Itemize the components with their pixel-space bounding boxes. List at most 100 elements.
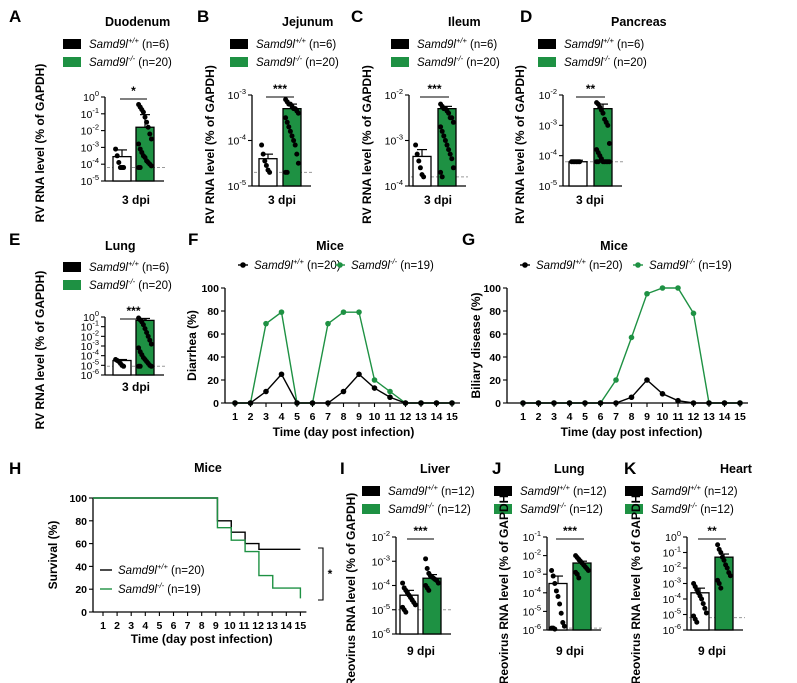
data-point-ko — [449, 156, 455, 162]
x-axis-label: 3 dpi — [122, 380, 150, 394]
x-tick-label: 13 — [703, 411, 715, 423]
significance-label: *** — [273, 82, 287, 96]
panel-f: F Mice Samd9l+/+ (n=20) Samd9l-/- (n=19) 0 20… — [185, 230, 460, 439]
series-line-ko — [523, 287, 740, 404]
data-point-ko — [585, 567, 591, 573]
y-tick-label: 10-1 — [81, 106, 99, 121]
data-point-ko — [325, 320, 331, 327]
data-point-wt — [413, 142, 419, 148]
y-tick-label: 100 — [483, 283, 501, 295]
significance-label: ** — [586, 82, 596, 96]
y-axis-label: Reovirus RNA level (% of GAPDH) — [629, 491, 643, 683]
data-point-wt — [628, 394, 635, 401]
x-axis-label: Time (day post infection) — [131, 632, 273, 646]
panel-letter: E — [9, 230, 20, 249]
data-point-wt — [414, 151, 420, 157]
legend-label-ko: Samd9l-/- (n=20) — [417, 54, 500, 69]
y-tick-label: 10-1 — [663, 545, 681, 560]
data-point-ko — [439, 174, 445, 180]
y-tick-label: 10-6 — [663, 622, 681, 637]
legend-swatch-wt — [362, 486, 380, 496]
y-tick-label: 10-2 — [663, 560, 681, 575]
data-point-ko — [137, 165, 143, 171]
data-point-wt — [557, 601, 563, 607]
panel-a: A Duodenum Samd9l+/+ (n=6) Samd9l-/- (n=20)… — [9, 7, 172, 222]
legend-swatch-ko — [63, 280, 81, 290]
panel-title: Mice — [600, 239, 628, 253]
y-tick-label: 10-2 — [81, 328, 99, 343]
legend-label-ko: Samd9l-/- (n=20) — [89, 54, 172, 69]
panel-title: Heart — [720, 462, 753, 476]
y-tick-label: 40 — [207, 352, 219, 364]
y-tick-label: 10-2 — [539, 87, 557, 102]
y-tick-label: 10-4 — [228, 133, 246, 148]
data-point-wt — [552, 626, 558, 632]
x-axis-label: 9 dpi — [698, 644, 726, 658]
data-point-ko — [716, 581, 722, 586]
legend-marker-ko — [635, 262, 641, 268]
data-point-ko — [145, 333, 151, 339]
data-point-wt — [247, 400, 254, 406]
data-point-ko — [606, 159, 612, 165]
legend-label-wt: Samd9l+/+ (n=6) — [89, 36, 169, 51]
y-tick-label: 20 — [489, 375, 501, 387]
y-tick-label: 10-5 — [539, 178, 557, 193]
data-point-ko — [718, 550, 724, 555]
legend-swatch-ko — [63, 57, 81, 67]
x-tick-label: 3 — [263, 411, 269, 423]
data-point-wt — [706, 400, 712, 406]
panel-k: K Heart Samd9l+/+ (n=12) Samd9l-/- (n=12) 10… — [624, 459, 753, 683]
data-point-wt — [278, 371, 285, 378]
y-tick-label: 10-4 — [372, 578, 390, 593]
y-tick-label: 10-3 — [539, 117, 557, 132]
y-axis-label: Diarrhea (%) — [185, 310, 199, 381]
legend-swatch-ko — [494, 504, 512, 514]
legend-swatch-wt — [391, 39, 409, 49]
data-point-ko — [727, 573, 733, 579]
y-tick-label: 80 — [489, 306, 501, 318]
legend-label-wt: Samd9l+/+ (n=12) — [651, 483, 738, 498]
panel-i: I Liver Samd9l+/+ (n=12) Samd9l-/- (n=12) 10… — [340, 459, 475, 683]
x-axis-label: 9 dpi — [407, 644, 435, 658]
data-point-ko — [441, 133, 447, 139]
data-point-ko — [595, 159, 601, 165]
bar-ko — [714, 556, 734, 631]
panel-d: D Pancreas Samd9l+/+ (n=6) Samd9l-/- (n=20)… — [513, 7, 667, 224]
data-point-ko — [423, 556, 429, 562]
data-point-ko — [142, 326, 148, 332]
data-point-wt — [340, 388, 347, 395]
data-point-ko — [424, 566, 430, 572]
data-point-ko — [446, 110, 452, 116]
data-point-wt — [116, 160, 122, 166]
data-point-wt — [553, 588, 559, 594]
significance-bracket — [318, 547, 324, 601]
y-tick-label: 10-5 — [81, 173, 99, 188]
y-tick-label: 10-4 — [539, 148, 557, 163]
x-tick-label: 10 — [657, 411, 669, 423]
data-point-ko — [286, 124, 292, 130]
data-point-ko — [644, 290, 650, 297]
data-point-ko — [136, 345, 142, 351]
x-tick-label: 5 — [582, 411, 588, 423]
data-point-wt — [418, 400, 424, 406]
legend-label-ko: Samd9l-/- (n=12) — [388, 501, 471, 516]
data-point-wt — [535, 400, 542, 406]
data-point-wt — [700, 601, 706, 607]
legend-swatch-ko — [391, 57, 409, 67]
y-tick-label: 10-2 — [372, 529, 390, 544]
panel-title: Ileum — [448, 15, 481, 29]
legend-swatch-ko — [625, 504, 643, 514]
y-tick-label: 80 — [75, 516, 87, 528]
y-tick-label: 10-2 — [81, 123, 99, 138]
legend-label-wt: Samd9l+/+ (n=12) — [388, 483, 475, 498]
legend-label-ko: Samd9l-/- (n=19) — [351, 257, 434, 272]
x-axis-label: Time (day post infection) — [273, 425, 415, 439]
data-point-wt — [412, 602, 418, 608]
panel-letter: C — [351, 7, 363, 26]
y-tick-label: 60 — [207, 329, 219, 341]
y-tick-label: 20 — [75, 584, 87, 596]
x-axis-label: 9 dpi — [556, 644, 584, 658]
x-tick-label: 6 — [598, 411, 604, 423]
data-point-ko — [136, 141, 142, 147]
